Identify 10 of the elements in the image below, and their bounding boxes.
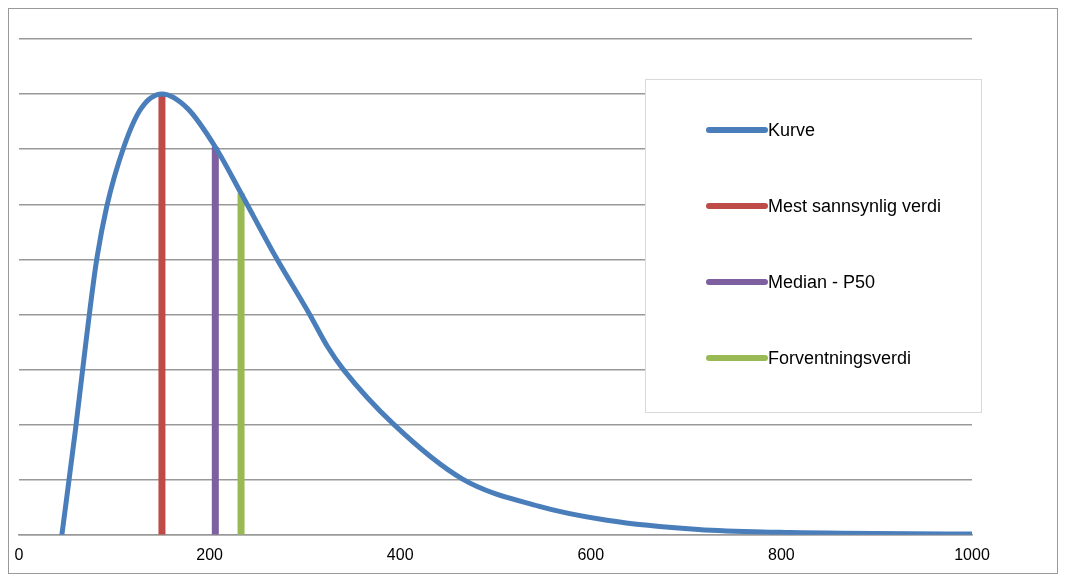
x-tick-label: 800 bbox=[768, 545, 795, 563]
legend-label: Median - P50 bbox=[767, 271, 875, 293]
x-tick-label: 400 bbox=[386, 545, 414, 563]
legend-label: Forventningsverdi bbox=[767, 347, 911, 369]
x-tick-label: 600 bbox=[577, 545, 605, 563]
legend-label: Mest sannsynlig verdi bbox=[767, 195, 941, 217]
legend-label: Kurve bbox=[767, 119, 815, 141]
x-tick-label: 200 bbox=[196, 545, 224, 563]
x-tick-label: 1000 bbox=[954, 545, 990, 563]
x-tick-label: 0 bbox=[14, 545, 24, 563]
